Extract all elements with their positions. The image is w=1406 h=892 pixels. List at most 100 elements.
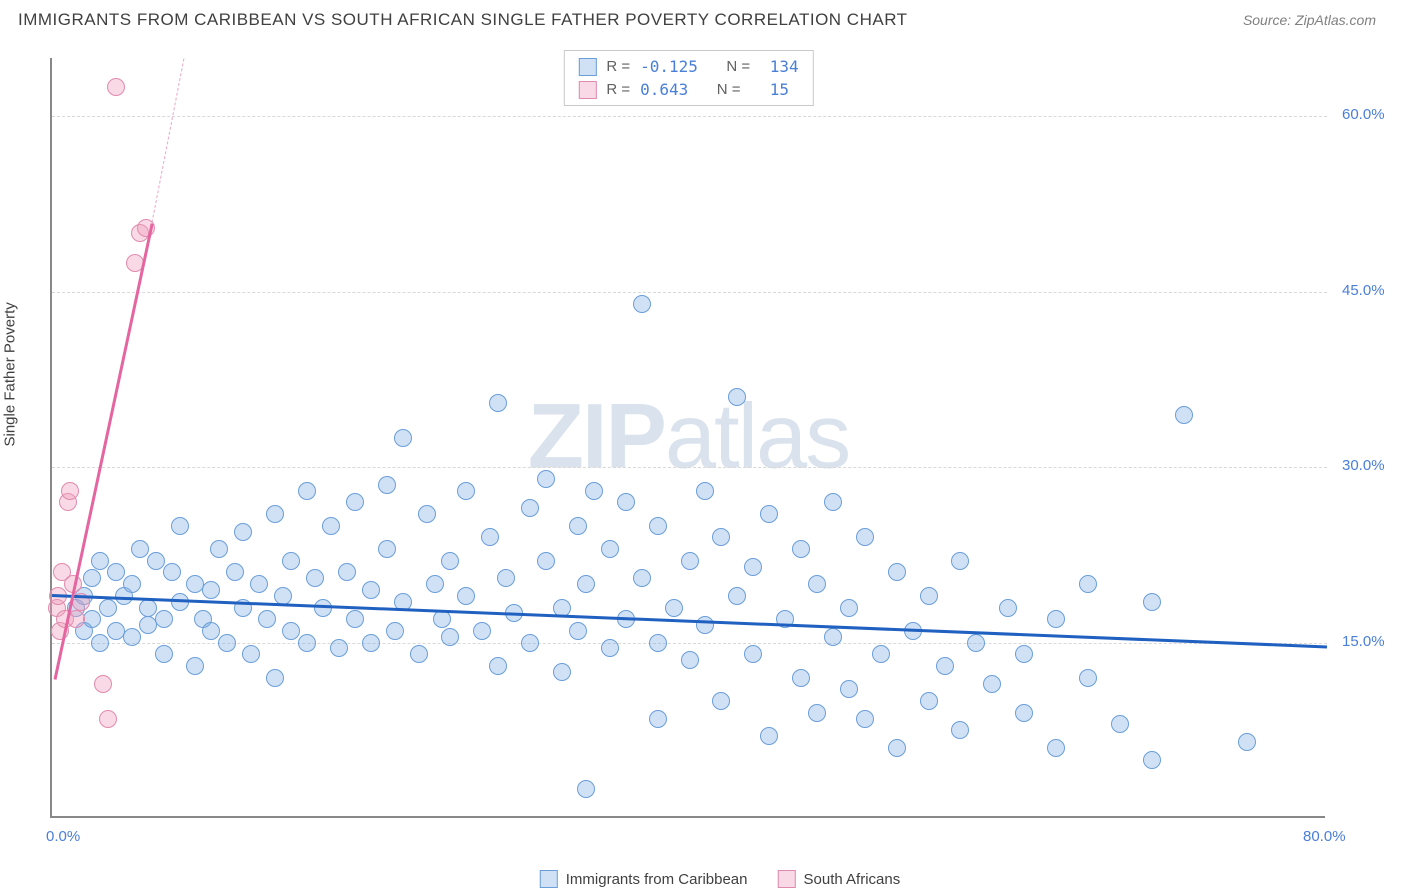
scatter-point — [362, 581, 380, 599]
scatter-point — [155, 610, 173, 628]
scatter-point — [649, 710, 667, 728]
scatter-point — [951, 552, 969, 570]
scatter-point — [808, 575, 826, 593]
source-prefix: Source: — [1243, 12, 1295, 28]
legend-r-value: -0.125 — [640, 57, 698, 76]
scatter-point — [1175, 406, 1193, 424]
scatter-point — [186, 657, 204, 675]
scatter-point — [266, 505, 284, 523]
scatter-point — [681, 651, 699, 669]
scatter-point — [250, 575, 268, 593]
scatter-point — [920, 587, 938, 605]
scatter-point — [378, 540, 396, 558]
scatter-point — [330, 639, 348, 657]
scatter-point — [585, 482, 603, 500]
gridline-h — [52, 116, 1327, 117]
scatter-point — [83, 610, 101, 628]
gridline-h — [52, 643, 1327, 644]
scatter-point — [410, 645, 428, 663]
y-tick-label: 30.0% — [1342, 457, 1385, 474]
header-bar: IMMIGRANTS FROM CARIBBEAN VS SOUTH AFRIC… — [0, 0, 1406, 34]
legend-swatch — [578, 58, 596, 76]
gridline-h — [52, 467, 1327, 468]
scatter-point — [378, 476, 396, 494]
scatter-point — [569, 622, 587, 640]
scatter-point — [457, 482, 475, 500]
scatter-point — [139, 599, 157, 617]
scatter-point — [258, 610, 276, 628]
legend-swatch — [778, 870, 796, 888]
plot-area: ZIPatlas Single Father Poverty R =-0.125… — [50, 58, 1325, 818]
source-attribution: Source: ZipAtlas.com — [1243, 12, 1376, 28]
scatter-point — [681, 552, 699, 570]
scatter-point — [171, 517, 189, 535]
scatter-point — [649, 517, 667, 535]
scatter-point — [920, 692, 938, 710]
legend-r-value: 0.643 — [640, 80, 688, 99]
scatter-point — [107, 78, 125, 96]
scatter-point — [888, 563, 906, 581]
scatter-point — [497, 569, 515, 587]
scatter-point — [744, 645, 762, 663]
scatter-point — [553, 663, 571, 681]
scatter-point — [322, 517, 340, 535]
chart-title: IMMIGRANTS FROM CARIBBEAN VS SOUTH AFRIC… — [18, 10, 908, 30]
trend-line — [52, 594, 1327, 648]
scatter-point — [1238, 733, 1256, 751]
scatter-point — [696, 616, 714, 634]
chart-container: ZIPatlas Single Father Poverty R =-0.125… — [50, 58, 1390, 848]
scatter-point — [840, 680, 858, 698]
scatter-point — [242, 645, 260, 663]
scatter-point — [728, 388, 746, 406]
x-tick-label: 80.0% — [1303, 828, 1346, 845]
scatter-point — [577, 575, 595, 593]
scatter-point — [665, 599, 683, 617]
scatter-point — [163, 563, 181, 581]
scatter-point — [202, 581, 220, 599]
scatter-point — [306, 569, 324, 587]
scatter-point — [808, 704, 826, 722]
legend-swatch — [540, 870, 558, 888]
scatter-point — [760, 727, 778, 745]
scatter-point — [1111, 715, 1129, 733]
scatter-point — [481, 528, 499, 546]
scatter-point — [728, 587, 746, 605]
scatter-point — [1079, 669, 1097, 687]
scatter-point — [155, 645, 173, 663]
scatter-point — [872, 645, 890, 663]
scatter-point — [489, 394, 507, 412]
scatter-point — [282, 622, 300, 640]
legend-correlation-row: R =-0.125 N = 134 — [578, 55, 798, 78]
scatter-point — [633, 569, 651, 587]
legend-r-label: R = — [606, 58, 630, 75]
scatter-point — [61, 482, 79, 500]
legend-swatch — [578, 81, 596, 99]
scatter-point — [967, 634, 985, 652]
scatter-point — [94, 675, 112, 693]
legend-series-name: Immigrants from Caribbean — [566, 871, 748, 888]
scatter-point — [147, 552, 165, 570]
scatter-point — [936, 657, 954, 675]
trend-line — [152, 58, 185, 222]
scatter-point — [617, 493, 635, 511]
scatter-point — [426, 575, 444, 593]
scatter-point — [792, 669, 810, 687]
scatter-point — [696, 482, 714, 500]
scatter-point — [792, 540, 810, 558]
scatter-point — [760, 505, 778, 523]
scatter-point — [840, 599, 858, 617]
scatter-point — [83, 569, 101, 587]
scatter-point — [202, 622, 220, 640]
scatter-point — [633, 295, 651, 313]
source-name: ZipAtlas.com — [1295, 12, 1376, 28]
scatter-point — [888, 739, 906, 757]
legend-series-item: South Africans — [778, 870, 901, 888]
x-tick-label: 0.0% — [46, 828, 80, 845]
scatter-point — [1047, 610, 1065, 628]
watermark: ZIPatlas — [528, 385, 849, 490]
scatter-point — [282, 552, 300, 570]
scatter-point — [386, 622, 404, 640]
scatter-point — [362, 634, 380, 652]
scatter-point — [91, 552, 109, 570]
scatter-point — [1015, 645, 1033, 663]
